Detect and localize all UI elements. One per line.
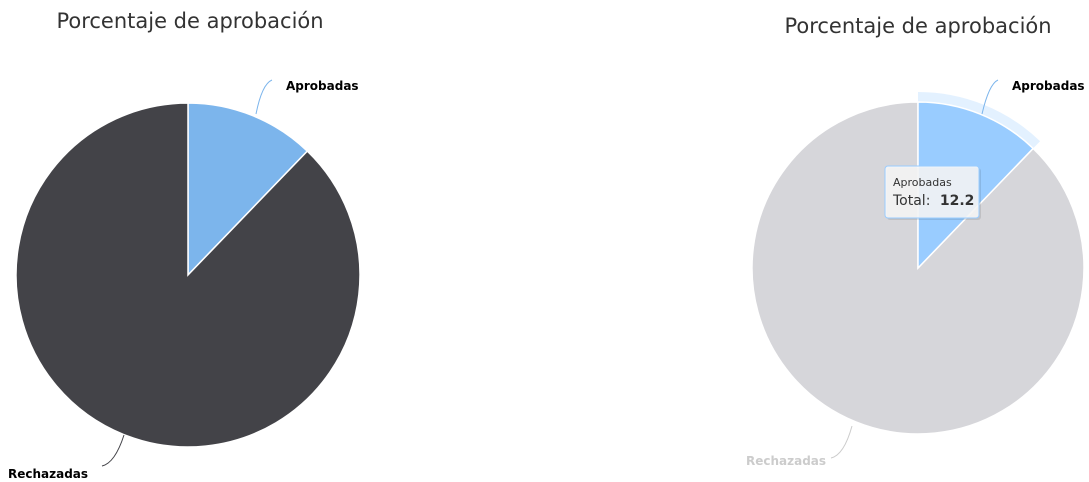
slice-label-aprobadas: Aprobadas <box>286 79 359 93</box>
tooltip-total: Total: 12.2 <box>892 193 974 209</box>
slice-label-rechazadas: Rechazadas <box>746 454 826 468</box>
pie-slice-rechazadas[interactable] <box>15 102 361 448</box>
pie-chart-right: Porcentaje de aprobación Aprobadas Recha… <box>746 14 1085 468</box>
pie-slices <box>751 92 1085 435</box>
pie-slices <box>15 102 361 448</box>
slice-label-aprobadas: Aprobadas <box>1012 79 1085 93</box>
tooltip: Aprobadas Total: 12.2 <box>884 165 981 220</box>
pie-slice-aprobadas[interactable] <box>187 102 309 277</box>
label-connector-rechazadas <box>830 425 853 459</box>
label-connector-rechazadas <box>101 434 125 467</box>
slice-label-rechazadas: Rechazadas <box>8 467 88 481</box>
chart-title: Porcentaje de aprobación <box>56 9 323 33</box>
tooltip-total-value: 12.2 <box>940 193 975 209</box>
chart-title: Porcentaje de aprobación <box>784 14 1051 38</box>
pie-chart-left: Porcentaje de aprobación Aprobadas Recha… <box>8 9 361 481</box>
label-connector-aprobadas <box>981 79 999 115</box>
label-connector-aprobadas <box>255 79 273 115</box>
tooltip-total-label: Total: <box>892 193 930 209</box>
tooltip-series-name: Aprobadas <box>893 176 952 189</box>
